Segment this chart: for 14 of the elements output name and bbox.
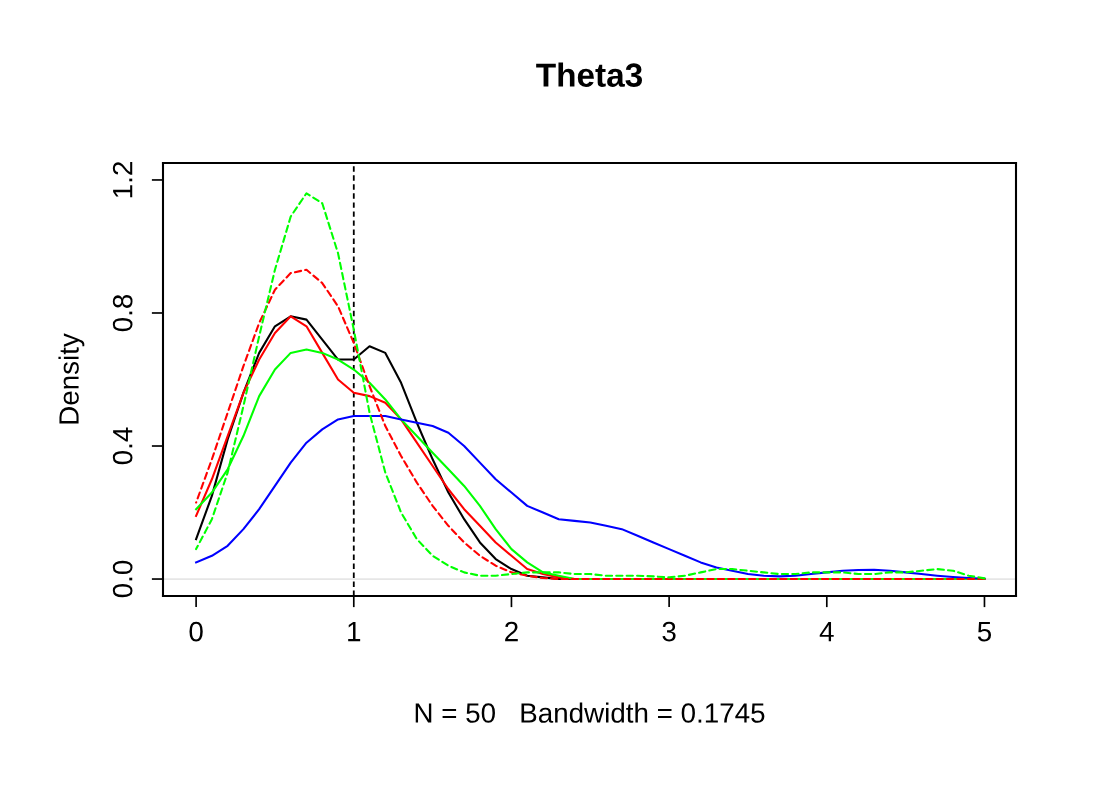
y-tick-label: 0.0: [112, 560, 133, 598]
y-tick-label: 1.2: [112, 162, 133, 198]
x-tick-label: 4: [819, 622, 834, 642]
y-tick-label: 0.4: [112, 427, 133, 465]
x-tick-label: 3: [662, 621, 676, 642]
x-axis-title: N = 50 Bandwidth = 0.1745: [415, 702, 765, 723]
x-tick-label: 2: [505, 621, 518, 642]
x-tick-label: 0: [189, 621, 203, 642]
y-axis-title: Density: [58, 333, 85, 424]
line-series: [195, 415, 986, 580]
x-tick-label: 1: [348, 622, 361, 642]
x-tick-label: 5: [977, 622, 992, 642]
y-tick-label: 0.8: [112, 294, 133, 332]
chart-title: Theta3: [536, 62, 643, 87]
